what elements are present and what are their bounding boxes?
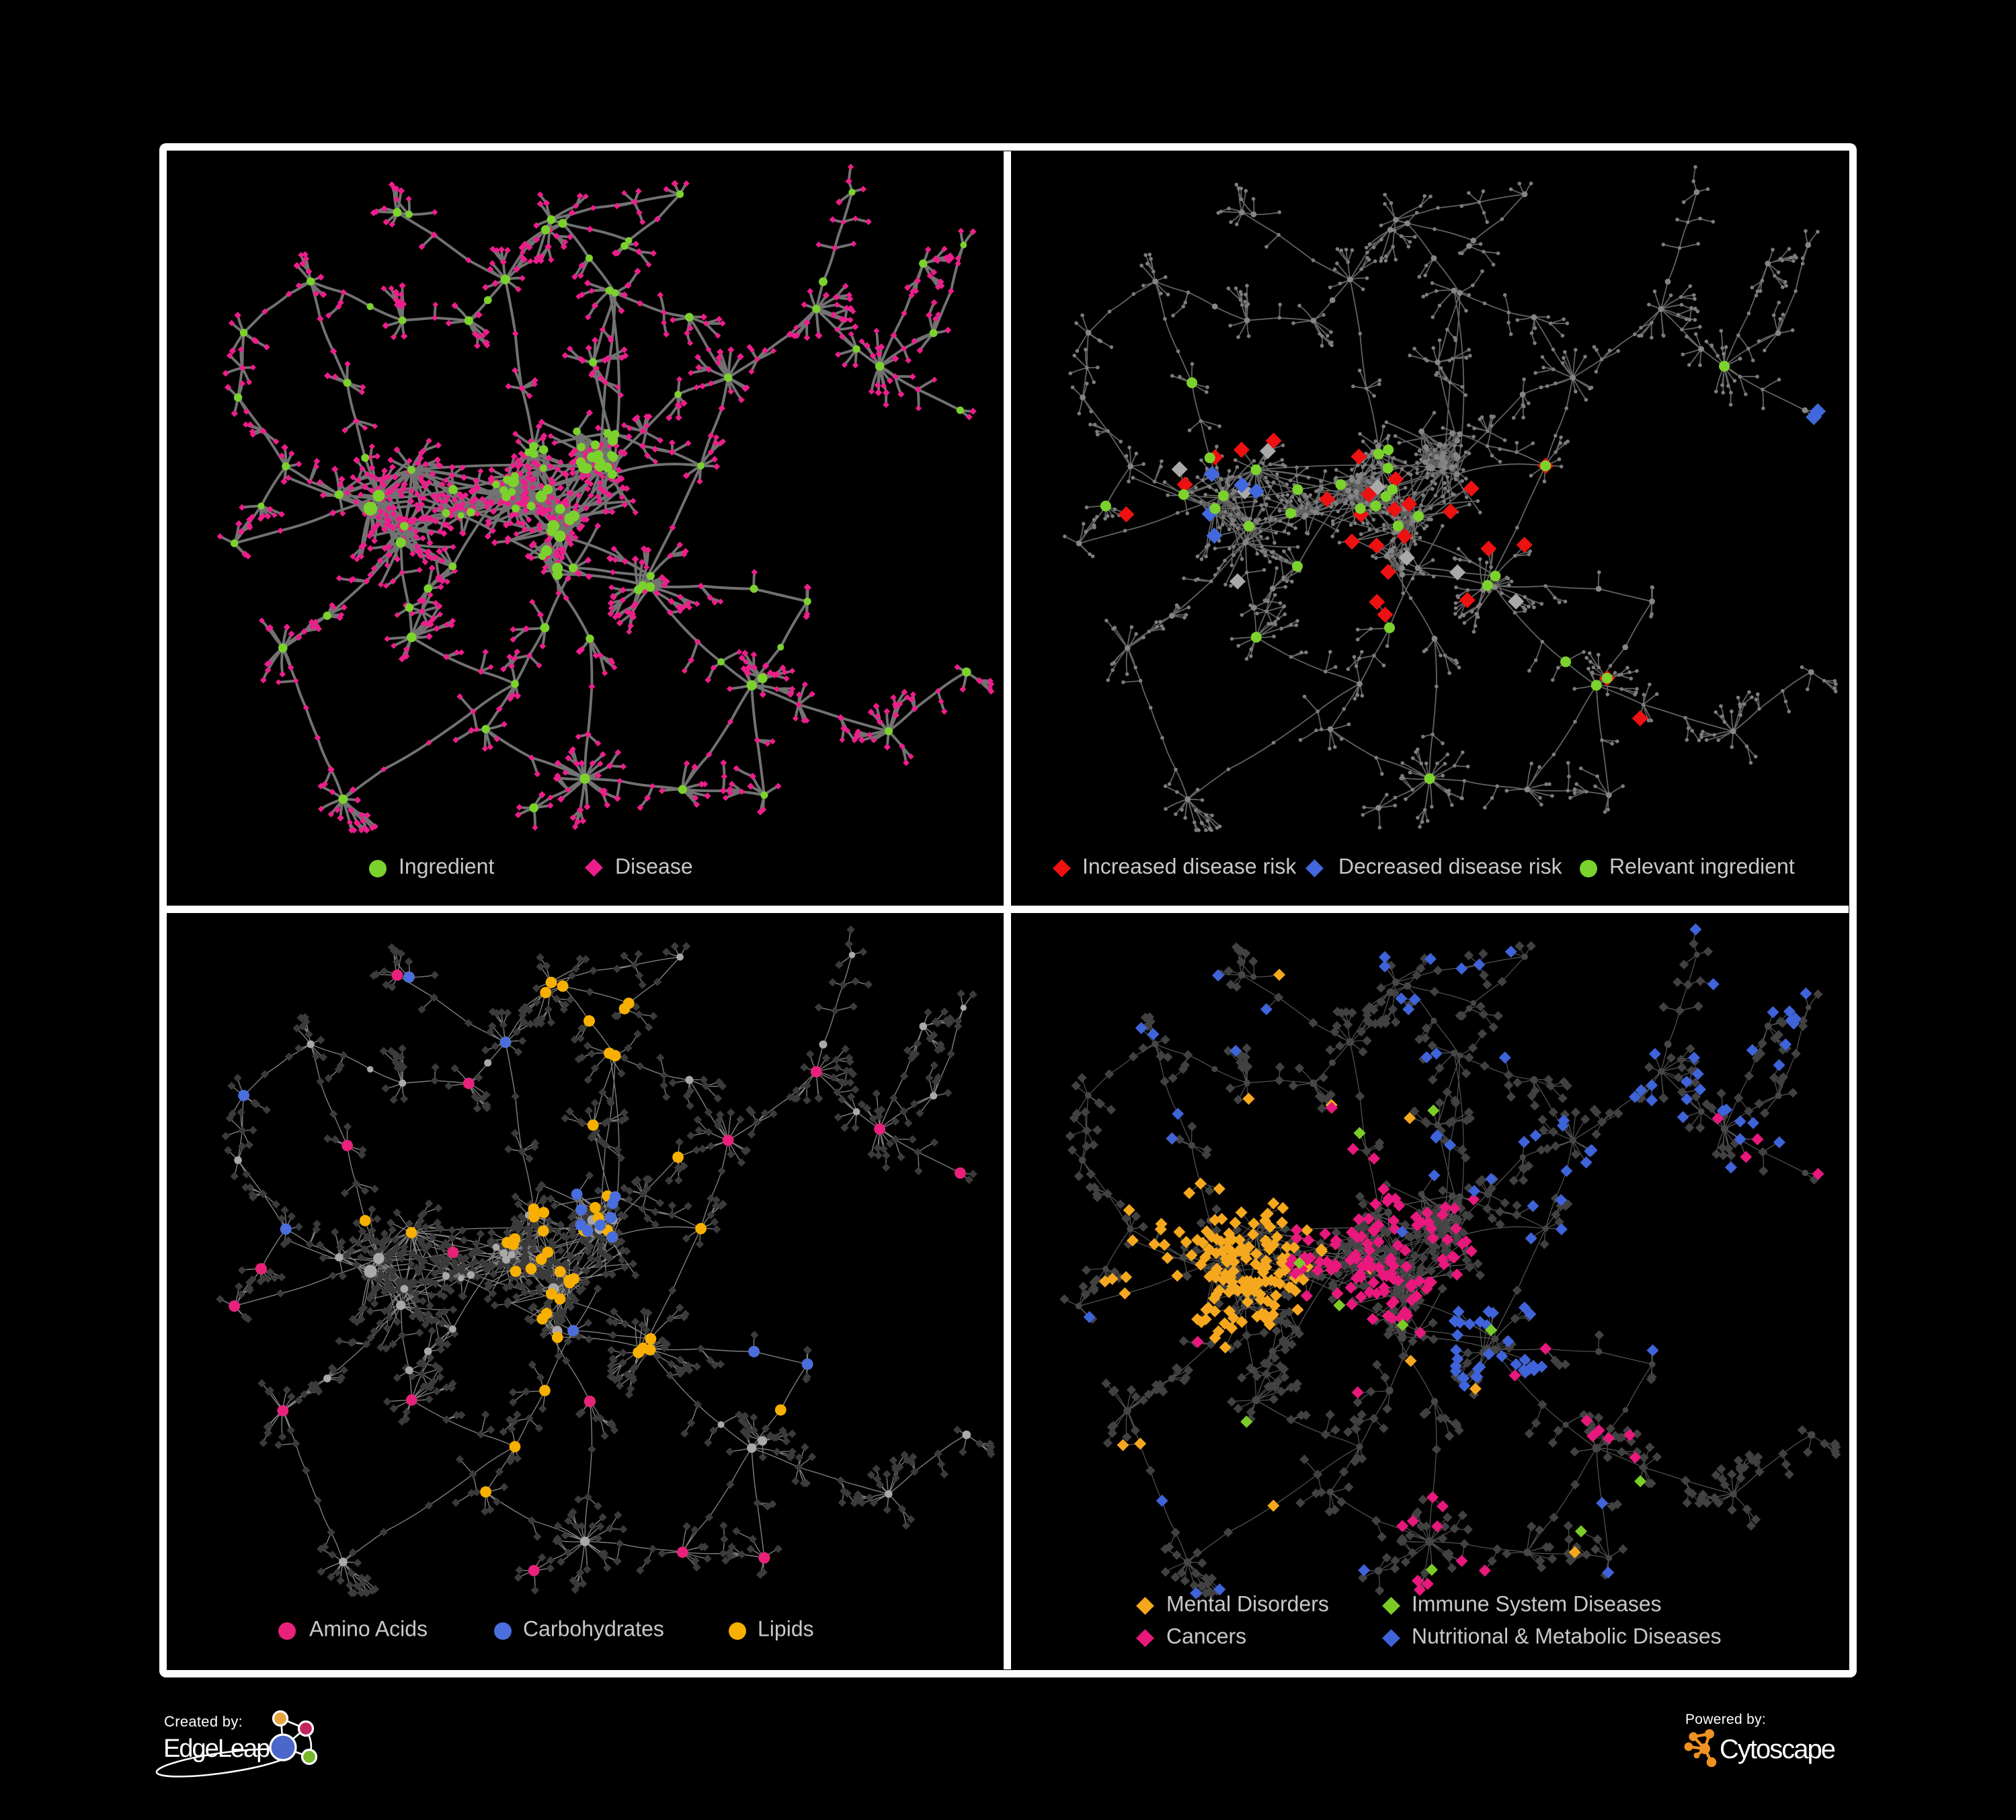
svg-text:Cytoscape: Cytoscape [1720,1735,1835,1764]
svg-text:EdgeLeap: EdgeLeap [163,1735,270,1763]
